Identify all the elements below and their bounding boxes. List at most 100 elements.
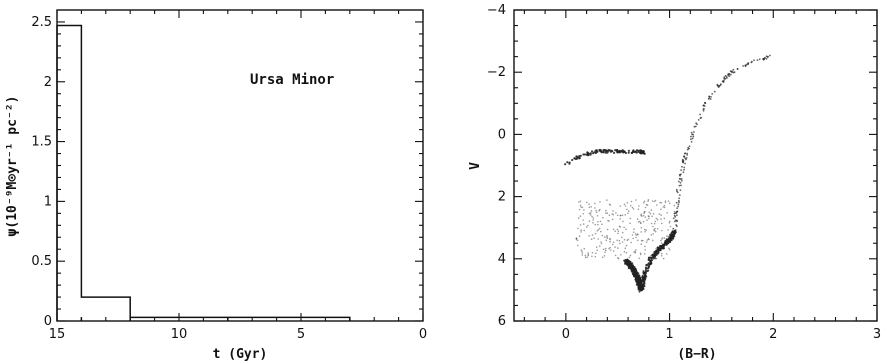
cmd-star-point xyxy=(676,214,678,217)
cmd-star-point xyxy=(642,271,645,274)
cmd-star-point xyxy=(686,154,688,156)
cmd-star-point xyxy=(679,181,682,184)
cmd-star-point xyxy=(692,133,695,136)
cmd-star-point xyxy=(607,219,609,222)
cmd-star-point xyxy=(625,262,628,265)
cmd-star-point xyxy=(621,236,623,239)
cmd-star-point xyxy=(635,199,637,201)
cmd-star-point xyxy=(650,254,652,257)
cmd-star-point xyxy=(640,151,643,154)
cmd-star-point xyxy=(697,119,700,121)
cmd-star-point xyxy=(685,158,687,161)
cmd-star-point xyxy=(596,215,599,217)
cmd-star-point xyxy=(657,251,660,254)
cmd-star-point xyxy=(678,201,680,204)
cmd-star-point xyxy=(630,266,633,269)
cmd-star-point xyxy=(668,239,671,242)
cmd-star-point xyxy=(650,209,653,211)
cmd-star-point xyxy=(688,147,690,150)
cmd-star-point xyxy=(660,242,663,244)
cmd-star-point xyxy=(634,252,637,254)
cmd-star-point xyxy=(599,148,602,152)
cmd-star-point xyxy=(660,202,663,204)
cmd-star-point xyxy=(633,228,635,230)
cmd-star-point xyxy=(668,249,671,251)
cmd-star-point xyxy=(606,212,609,214)
cmd-star-point xyxy=(578,201,580,203)
cmd-star-point xyxy=(672,227,675,230)
cmd-star-point xyxy=(590,238,593,240)
cmd-star-point xyxy=(723,78,726,80)
right-plot-frame xyxy=(513,9,878,322)
cmd-star-point xyxy=(682,159,685,162)
cmd-star-point xyxy=(677,205,680,208)
left-y-axis-label: ψ(10⁻⁹M⊙yr⁻¹ pc⁻²) xyxy=(5,96,20,237)
cmd-star-point xyxy=(679,178,682,180)
left-y-tick-label: 2 xyxy=(44,75,52,90)
cmd-star-point xyxy=(728,75,731,78)
cmd-star-point xyxy=(636,218,639,220)
right-x-tick-label: 1 xyxy=(665,327,673,342)
cmd-star-point xyxy=(657,249,660,252)
cmd-star-point xyxy=(645,203,648,206)
cmd-star-point xyxy=(660,239,662,242)
cmd-star-point xyxy=(647,199,650,201)
cmd-star-point xyxy=(646,204,649,206)
left-x-axis-label: t (Gyr) xyxy=(213,347,268,362)
cmd-star-point xyxy=(587,254,589,257)
cmd-star-point xyxy=(576,157,579,160)
cmd-star-point xyxy=(713,90,716,93)
cmd-star-point xyxy=(614,149,617,152)
cmd-star-point xyxy=(668,222,671,224)
cmd-star-point xyxy=(644,278,647,281)
cmd-star-point xyxy=(605,209,607,212)
cmd-star-point xyxy=(638,257,641,260)
cmd-star-point xyxy=(609,240,611,243)
cmd-star-point xyxy=(662,206,664,208)
cmd-star-point xyxy=(609,246,611,249)
cmd-star-point xyxy=(616,239,618,242)
cmd-star-point xyxy=(690,135,692,138)
cmd-star-point xyxy=(660,208,662,211)
cmd-star-point xyxy=(602,248,605,251)
cmd-star-point xyxy=(680,179,683,182)
cmd-star-point xyxy=(619,226,622,228)
cmd-star-point xyxy=(656,218,659,221)
cmd-star-point xyxy=(654,227,656,230)
cmd-star-point xyxy=(643,274,646,277)
cmd-star-point xyxy=(628,256,631,259)
cmd-star-point xyxy=(604,251,606,254)
cmd-star-point xyxy=(592,219,594,221)
cmd-star-point xyxy=(581,206,584,209)
cmd-star-point xyxy=(742,65,744,67)
cmd-star-point xyxy=(637,282,640,285)
cmd-star-point xyxy=(631,206,634,209)
cmd-star-point xyxy=(603,255,606,257)
cmd-star-point xyxy=(678,197,680,200)
cmd-star-point xyxy=(656,204,658,206)
cmd-star-point xyxy=(582,213,584,215)
cmd-star-point xyxy=(640,227,643,229)
cmd-star-point xyxy=(684,162,686,165)
cmd-star-point xyxy=(579,204,582,207)
cmd-star-point xyxy=(612,213,615,216)
cmd-star-point xyxy=(643,285,646,288)
cmd-star-point xyxy=(660,247,663,250)
cmd-star-point xyxy=(642,270,645,273)
sfr-histogram-panel: 15 10 5 0 0 0.5 1 1.5 2 2.5 Ursa Minor t (Gyr) ψ… xyxy=(5,9,427,362)
cmd-star-point xyxy=(617,257,620,260)
cmd-star-point xyxy=(582,219,584,221)
cmd-star-point xyxy=(587,253,590,256)
cmd-star-point xyxy=(580,231,582,233)
cmd-star-point xyxy=(671,230,674,232)
cmd-star-point xyxy=(638,220,641,223)
cmd-star-point xyxy=(566,161,569,164)
cmd-star-point xyxy=(632,208,635,210)
cmd-star-point xyxy=(575,238,578,241)
cmd-star-point xyxy=(729,73,732,76)
cmd-star-point xyxy=(645,270,647,273)
cmd-star-point xyxy=(589,212,592,214)
cmd-star-point xyxy=(667,229,669,231)
cmd-star-point xyxy=(677,203,680,206)
cmd-star-point xyxy=(618,239,621,242)
